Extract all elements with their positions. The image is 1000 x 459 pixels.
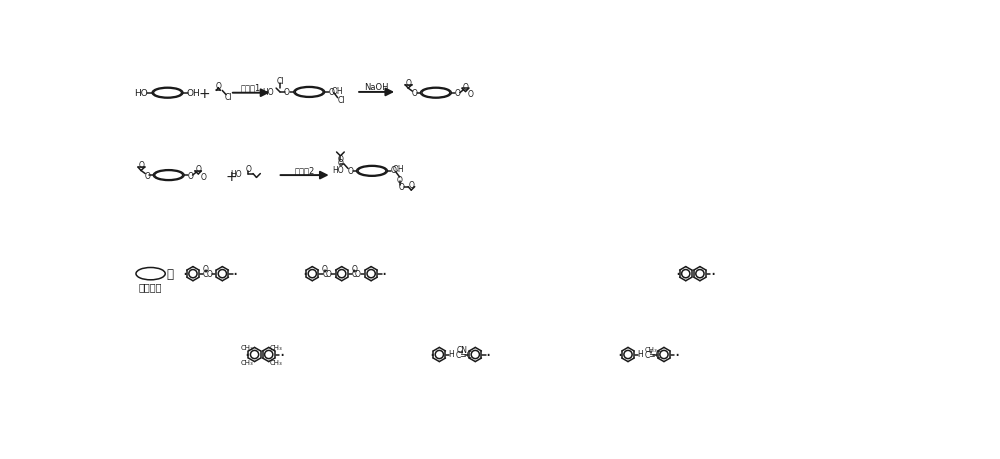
Text: O: O	[206, 269, 212, 279]
Text: HO: HO	[134, 89, 148, 98]
Text: C=C: C=C	[645, 350, 661, 359]
Text: C: C	[352, 269, 357, 279]
Text: ·: ·	[381, 265, 387, 283]
Text: O: O	[455, 89, 460, 98]
Text: ·: ·	[675, 265, 681, 283]
Text: CH₃: CH₃	[241, 359, 254, 365]
Text: O: O	[347, 167, 353, 176]
Text: 介晋基元: 介晋基元	[139, 281, 162, 291]
Text: O: O	[326, 269, 331, 279]
Text: O: O	[187, 171, 193, 180]
Text: CH₃: CH₃	[269, 359, 282, 365]
Text: OH: OH	[393, 165, 405, 174]
Text: O: O	[351, 264, 357, 274]
Text: ·: ·	[244, 346, 249, 364]
Text: ·: ·	[710, 265, 715, 283]
Text: Cl: Cl	[337, 95, 345, 105]
Text: Cl: Cl	[276, 77, 284, 86]
Text: CH₃: CH₃	[269, 345, 282, 351]
Text: C: C	[203, 269, 208, 279]
Text: ·: ·	[618, 346, 623, 364]
Text: O: O	[406, 78, 411, 88]
Text: O: O	[322, 264, 328, 274]
Text: O: O	[203, 264, 209, 274]
Text: CH₃: CH₃	[241, 345, 254, 351]
Text: +: +	[226, 169, 237, 184]
Text: CH₃: CH₃	[645, 347, 657, 353]
Text: HO: HO	[231, 170, 242, 179]
Text: O: O	[399, 183, 405, 192]
Text: ：: ：	[166, 268, 173, 280]
Text: HO: HO	[332, 166, 344, 175]
Text: C: C	[322, 269, 328, 279]
Text: OH: OH	[187, 89, 201, 98]
Text: H: H	[637, 349, 643, 358]
Text: O: O	[408, 180, 414, 190]
Text: O: O	[144, 171, 150, 180]
Text: OH: OH	[331, 86, 343, 95]
Text: H: H	[448, 349, 454, 358]
Text: O: O	[337, 155, 343, 164]
Text: Cl: Cl	[225, 92, 233, 101]
Text: O: O	[215, 82, 221, 91]
Text: ·: ·	[183, 265, 188, 283]
Text: O: O	[337, 158, 343, 168]
Text: O: O	[284, 88, 290, 97]
Text: O: O	[138, 161, 144, 170]
Text: O: O	[397, 175, 403, 185]
Text: 催化剂2: 催化剂2	[294, 166, 315, 175]
Text: NaOH: NaOH	[364, 83, 389, 92]
Text: O: O	[195, 165, 201, 174]
Text: ·: ·	[279, 346, 284, 364]
Text: C=C: C=C	[456, 350, 473, 359]
Text: O: O	[355, 269, 361, 279]
Text: ·: ·	[485, 346, 491, 364]
Text: O: O	[468, 90, 473, 99]
Text: O: O	[411, 89, 417, 98]
Text: O: O	[391, 166, 396, 175]
Text: ·: ·	[674, 346, 679, 364]
Text: +: +	[199, 86, 210, 101]
Text: O: O	[328, 88, 334, 97]
Text: O: O	[245, 165, 251, 174]
Text: ·: ·	[429, 346, 434, 364]
Text: ·: ·	[233, 265, 238, 283]
Text: ·: ·	[302, 265, 307, 283]
Text: O: O	[462, 83, 468, 92]
Text: HO: HO	[262, 88, 273, 97]
Text: CN: CN	[457, 345, 468, 354]
Text: 催化剂1: 催化剂1	[241, 84, 261, 93]
Text: O: O	[200, 173, 206, 181]
